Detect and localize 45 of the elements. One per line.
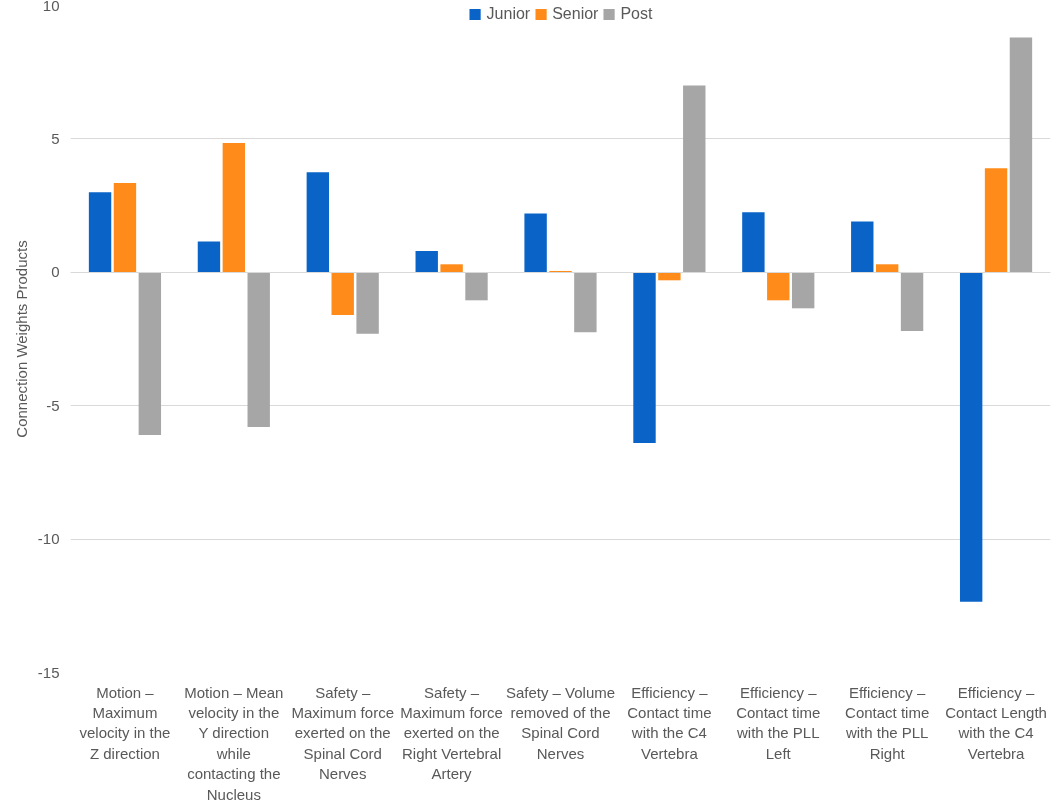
bar	[440, 264, 463, 273]
bar	[1009, 37, 1033, 273]
bar	[984, 168, 1008, 273]
y-tick-label: 0	[51, 263, 60, 281]
y-tick-label: -5	[46, 396, 60, 414]
y-axis-title: Connection Weights Products	[12, 240, 30, 438]
bar	[574, 272, 597, 333]
bar	[356, 272, 379, 334]
bar	[331, 272, 354, 315]
bar	[415, 250, 438, 273]
y-tick-label: 10	[42, 0, 60, 14]
x-tick-label: Efficiency – Contact time with the PLL Right	[844, 683, 930, 762]
bar	[88, 192, 112, 273]
bar	[138, 272, 162, 436]
x-tick-label: Safety – Maximum force exerted on the Spinal Cord Nerves	[291, 683, 394, 783]
bar	[900, 272, 924, 331]
bar	[791, 272, 815, 309]
bar	[113, 182, 137, 273]
bar	[524, 213, 547, 273]
bar	[767, 272, 790, 301]
y-tick-label: -15	[37, 663, 60, 681]
y-tick-label: 5	[51, 129, 60, 147]
legend-label: Senior	[552, 5, 599, 23]
bar	[633, 272, 656, 444]
bar	[247, 272, 270, 428]
x-tick-label: Efficiency – Contact time with the C4 Vertebra	[627, 683, 712, 762]
bar	[465, 272, 488, 301]
y-tick-label: -10	[37, 530, 60, 548]
bar	[222, 142, 246, 273]
bar	[683, 85, 706, 273]
bar	[658, 272, 681, 281]
legend-label: Post	[620, 5, 653, 23]
legend-label: Junior	[486, 5, 531, 23]
x-tick-label: Efficiency – Contact Length with the C4 Vertebra	[945, 683, 1047, 762]
bar	[742, 212, 765, 273]
bar	[306, 172, 330, 273]
x-tick-label: Efficiency – Contact time with the PLL Left	[736, 683, 821, 762]
bar	[197, 241, 221, 273]
bar	[875, 264, 899, 273]
x-tick-label: Motion – Mean velocity in the Y direction while contacting the Nucleus	[184, 683, 284, 803]
bar	[959, 272, 983, 602]
x-tick-label: Motion – Maximum velocity in the Z direction	[79, 683, 171, 762]
x-tick-label: Safety – Maximum force exerted on the Right Vertebral Artery	[400, 683, 503, 783]
x-tick-label: Safety – Volume removed of the Spinal Cord Nerves	[505, 683, 616, 762]
bar	[851, 221, 874, 273]
